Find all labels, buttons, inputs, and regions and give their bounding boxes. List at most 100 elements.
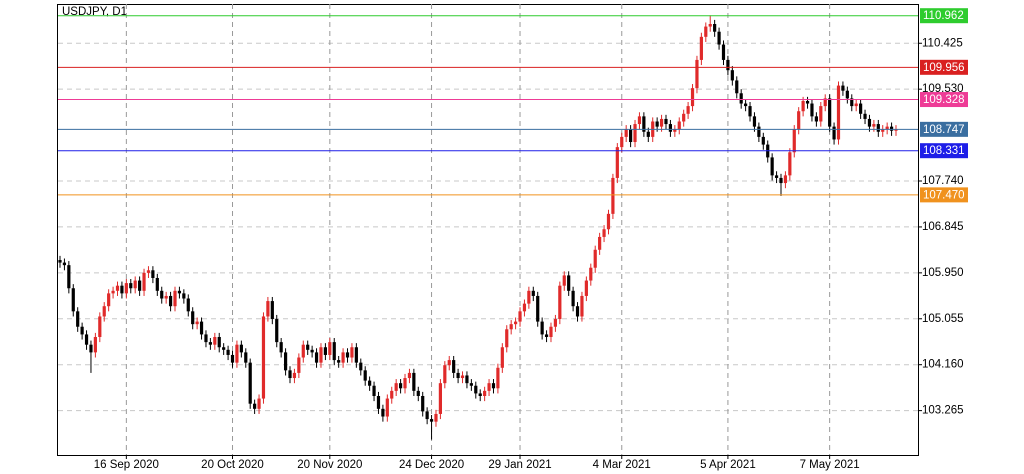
candle-body (230, 354, 235, 363)
candle-body (744, 103, 748, 107)
candle-body (655, 121, 659, 127)
candle-body (306, 344, 310, 350)
candle-body (429, 419, 434, 422)
candle-body (522, 303, 527, 312)
candle-body (748, 106, 752, 117)
x-tick-label: 24 Dec 2020 (399, 459, 464, 471)
candle-body (235, 344, 239, 363)
candle-body (540, 321, 544, 335)
candle-body (124, 283, 128, 294)
candle-body (779, 177, 783, 184)
x-tick-label: 29 Jan 2021 (488, 459, 551, 471)
candle-body (469, 383, 473, 386)
candle-body (500, 347, 504, 368)
candle-body (443, 365, 447, 384)
candle-body (434, 413, 438, 422)
level-label: 108.331 (923, 145, 965, 157)
candle-body (730, 70, 734, 81)
candle-body (111, 290, 115, 294)
candle-body (93, 336, 97, 353)
candle-body (805, 100, 810, 104)
candle-body (598, 236, 602, 250)
candle-body (368, 380, 372, 386)
candle-body (297, 357, 301, 373)
candle-body (615, 147, 619, 178)
candle-body (774, 175, 779, 178)
candle-body (270, 301, 274, 320)
candle-body (713, 24, 717, 32)
candle-body (288, 370, 292, 379)
candle-body (71, 288, 75, 312)
plot-frame (57, 4, 919, 456)
level-tag (920, 143, 968, 159)
chart-title: USDJPY, D1 (62, 6, 127, 18)
y-tick-label: 103.265 (922, 405, 964, 417)
candle-body (863, 113, 867, 119)
candle-body (682, 113, 686, 122)
x-tick-label: 7 May 2021 (800, 459, 860, 471)
x-tick-label: 5 Apr 2021 (700, 459, 756, 471)
y-tick-label: 104.160 (922, 359, 964, 371)
candle-body (314, 352, 319, 363)
candle-body (845, 90, 849, 99)
candle-body (881, 129, 885, 132)
candle-body (460, 375, 465, 379)
candle-body (319, 347, 323, 363)
level-label: 108.747 (923, 124, 965, 136)
candle-body (850, 98, 854, 107)
candle-body (889, 126, 894, 131)
candle-body (814, 116, 818, 122)
candle-body (390, 390, 394, 399)
candle-body (859, 103, 863, 114)
candle-body (398, 383, 403, 389)
level-label: 109.328 (923, 94, 965, 106)
candle-body (491, 383, 496, 389)
y-tick-label: 105.950 (922, 267, 964, 279)
candle-body (310, 349, 314, 353)
candle-body (704, 26, 708, 37)
candle-body (164, 295, 168, 299)
x-tick-label: 20 Nov 2020 (297, 459, 362, 471)
level-label: 109.956 (923, 62, 965, 74)
candle-body (637, 116, 642, 125)
candle-body (275, 319, 279, 343)
candle-body (239, 344, 243, 353)
candle-body (191, 311, 195, 325)
candle-body (359, 362, 363, 371)
candle-body (695, 59, 699, 89)
candle-body (261, 316, 266, 399)
candle-body (624, 129, 628, 137)
candle-body (354, 347, 358, 363)
candle-body (611, 177, 615, 214)
candle-body (558, 285, 562, 320)
y-tick-label: 106.845 (922, 221, 964, 233)
candle-body (788, 152, 792, 176)
candle-body (363, 370, 367, 381)
candle-body (376, 395, 381, 409)
candle-body (819, 106, 823, 122)
candle-body (761, 136, 765, 145)
candle-body (509, 324, 513, 330)
y-tick-label: 110.425 (922, 37, 963, 49)
candle-body (385, 398, 389, 417)
candle-body (783, 175, 788, 184)
candle-body (836, 85, 841, 140)
candle-body (120, 285, 124, 294)
candle-body (465, 375, 469, 384)
candle-body (341, 352, 345, 363)
x-tick-label: 20 Oct 2020 (201, 459, 264, 471)
candle-body (575, 306, 580, 317)
level-tag (920, 187, 968, 203)
level-label: 107.470 (923, 189, 965, 201)
candle-body (323, 347, 327, 355)
candle-body (182, 293, 186, 299)
candle-body (222, 347, 226, 350)
candle-body (770, 157, 774, 176)
candle-body (721, 44, 726, 60)
candle-body (894, 129, 898, 131)
candle-body (208, 342, 212, 345)
level-tag (920, 92, 968, 108)
candle-body (456, 372, 460, 379)
candle-body (292, 372, 297, 379)
candle-body (438, 383, 443, 414)
